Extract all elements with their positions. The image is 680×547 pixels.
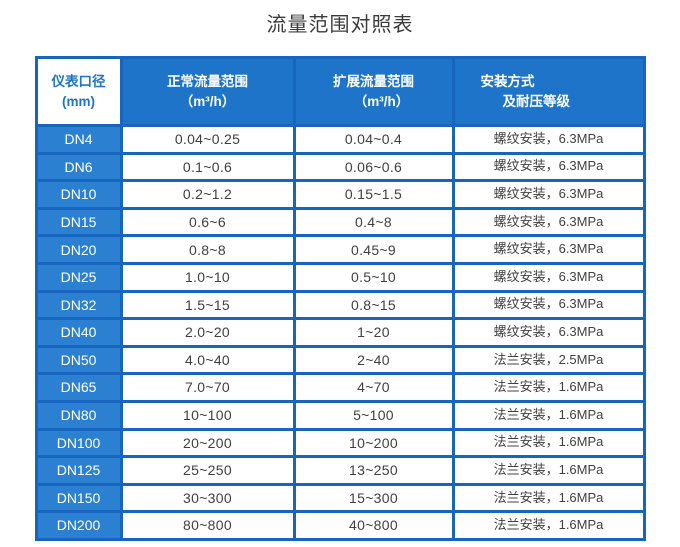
cell-normal-flow-range: 30~300 (122, 485, 293, 511)
cell-extended-flow-range: 0.5~10 (295, 264, 452, 290)
cell-installation: 法兰安装，1.6MPa (454, 375, 643, 400)
cell-dn-size: DN40 (37, 320, 120, 345)
cell-normal-flow-range: 20~200 (122, 430, 293, 456)
cell-extended-flow-range: 13~250 (295, 458, 452, 483)
header-installation: 安装方式 及耐压等级 (454, 59, 643, 124)
cell-installation: 螺纹安装，6.3MPa (454, 127, 643, 152)
cell-installation: 法兰安装，1.6MPa (454, 402, 643, 428)
cell-extended-flow-range: 40~800 (295, 513, 452, 538)
cell-dn-size: DN25 (37, 264, 120, 290)
header-installation-sublabel: 及耐压等级 (502, 93, 571, 109)
header-extended-flow-label: 扩展流量范围 (333, 73, 414, 89)
cell-extended-flow-range: 4~70 (295, 375, 452, 400)
cell-installation: 法兰安装，2.5MPa (454, 347, 643, 373)
cell-dn-size: DN6 (37, 154, 120, 180)
page-title: 流量范围对照表 (266, 14, 414, 36)
cell-normal-flow-range: 0.8~8 (122, 237, 293, 262)
cell-normal-flow-range: 25~250 (122, 458, 293, 483)
cell-dn-size: DN10 (37, 182, 120, 207)
cell-normal-flow-range: 0.1~0.6 (122, 154, 293, 180)
cell-dn-size: DN125 (37, 458, 120, 483)
cell-normal-flow-range: 1.0~10 (122, 264, 293, 290)
cell-installation: 螺纹安装，6.3MPa (454, 154, 643, 180)
cell-dn-size: DN100 (37, 430, 120, 456)
cell-installation: 螺纹安装，6.3MPa (454, 209, 643, 235)
cell-extended-flow-range: 0.8~15 (295, 292, 452, 318)
cell-extended-flow-range: 2~40 (295, 347, 452, 373)
cell-dn-size: DN50 (37, 347, 120, 373)
header-normal-flow-range: 正常流量范围 （m³/h） (122, 59, 293, 124)
header-installation-label: 安装方式 (480, 73, 535, 89)
cell-extended-flow-range: 10~200 (295, 430, 452, 456)
header-meter-diameter-label: 仪表口径 (51, 73, 106, 89)
cell-normal-flow-range: 7.0~70 (122, 375, 293, 400)
cell-extended-flow-range: 15~300 (295, 485, 452, 511)
cell-dn-size: DN20 (37, 237, 120, 262)
cell-normal-flow-range: 0.6~6 (122, 209, 293, 235)
cell-normal-flow-range: 2.0~20 (122, 320, 293, 345)
cell-normal-flow-range: 4.0~40 (122, 347, 293, 373)
cell-dn-size: DN65 (37, 375, 120, 400)
header-normal-flow-label: 正常流量范围 (167, 73, 248, 89)
header-extended-flow-range: 扩展流量范围 （m³/h） (295, 59, 452, 124)
cell-dn-size: DN200 (37, 513, 120, 538)
header-meter-diameter: 仪表口径 (mm) (37, 59, 120, 124)
cell-installation: 螺纹安装，6.3MPa (454, 320, 643, 345)
cell-dn-size: DN80 (37, 402, 120, 428)
cell-normal-flow-range: 0.2~1.2 (122, 182, 293, 207)
cell-normal-flow-range: 0.04~0.25 (122, 127, 293, 152)
cell-normal-flow-range: 1.5~15 (122, 292, 293, 318)
cell-installation: 螺纹安装，6.3MPa (454, 182, 643, 207)
cell-extended-flow-range: 0.4~8 (295, 209, 452, 235)
header-extended-flow-unit: （m³/h） (353, 93, 410, 109)
flow-range-table: 仪表口径 (mm) 正常流量范围 （m³/h） 扩展流量范围 （m³/h） 安装… (34, 56, 646, 541)
cell-installation: 法兰安装，1.6MPa (454, 458, 643, 483)
cell-dn-size: DN4 (37, 127, 120, 152)
cell-installation: 法兰安装，1.6MPa (454, 430, 643, 456)
cell-installation: 螺纹安装，6.3MPa (454, 237, 643, 262)
cell-dn-size: DN150 (37, 485, 120, 511)
cell-dn-size: DN32 (37, 292, 120, 318)
cell-dn-size: DN15 (37, 209, 120, 235)
cell-extended-flow-range: 0.06~0.6 (295, 154, 452, 180)
cell-installation: 螺纹安装，6.3MPa (454, 292, 643, 318)
cell-extended-flow-range: 0.04~0.4 (295, 127, 452, 152)
header-normal-flow-unit: （m³/h） (179, 93, 236, 109)
cell-installation: 螺纹安装，6.3MPa (454, 264, 643, 290)
cell-extended-flow-range: 0.15~1.5 (295, 182, 452, 207)
cell-normal-flow-range: 80~800 (122, 513, 293, 538)
cell-extended-flow-range: 5~100 (295, 402, 452, 428)
cell-extended-flow-range: 0.45~9 (295, 237, 452, 262)
cell-extended-flow-range: 1~20 (295, 320, 452, 345)
cell-normal-flow-range: 10~100 (122, 402, 293, 428)
cell-installation: 法兰安装，1.6MPa (454, 513, 643, 538)
cell-installation: 法兰安装，1.6MPa (454, 485, 643, 511)
header-meter-diameter-unit: (mm) (62, 93, 95, 109)
